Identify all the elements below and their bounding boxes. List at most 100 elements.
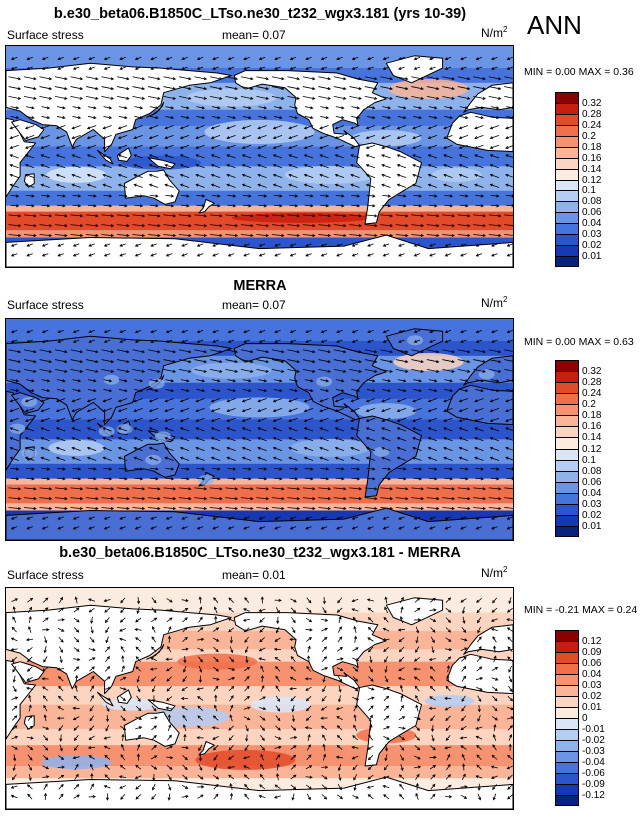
wind-stress-arrow <box>116 233 130 238</box>
wind-stress-arrow <box>489 427 500 432</box>
wind-stress-arrow <box>475 339 483 343</box>
wind-stress-arrow <box>318 233 332 238</box>
wind-stress-arrow <box>364 497 378 501</box>
wind-stress-arrow <box>445 685 451 692</box>
season-label: ANN <box>527 10 582 40</box>
wind-stress-arrow <box>490 116 500 120</box>
wind-stress-arrow <box>182 636 188 642</box>
wind-stress-arrow <box>505 164 513 168</box>
wind-stress-arrow <box>488 368 502 373</box>
wind-stress-arrow <box>41 106 51 110</box>
wind-stress-arrow <box>506 253 513 257</box>
wind-stress-arrow <box>26 56 33 61</box>
wind-stress-arrow <box>460 745 467 750</box>
colorbar-swatch: 0.06 <box>555 470 601 488</box>
wind-stress-arrow <box>473 86 486 91</box>
wind-stress-arrow <box>426 349 440 354</box>
wind-stress-arrow <box>477 705 481 713</box>
wind-stress-arrow <box>210 407 221 413</box>
wind-stress-arrow <box>149 204 159 208</box>
wind-stress-arrow <box>275 754 281 761</box>
wind-stress-arrow <box>40 456 50 461</box>
wind-stress-arrow <box>305 253 312 257</box>
colorbar-tick-label: 0.18 <box>582 410 602 422</box>
wind-stress-arrow <box>336 734 343 741</box>
colorbar-swatch: 0.32 <box>555 92 601 109</box>
wind-stress-arrow <box>39 76 53 81</box>
wind-stress-arrow <box>260 596 264 604</box>
wind-stress-arrow <box>474 134 484 140</box>
colorbar-tick-label: 0.24 <box>582 119 602 131</box>
wind-stress-arrow <box>85 497 99 501</box>
wind-stress-arrow <box>352 696 359 701</box>
wind-stress-arrow <box>179 417 190 422</box>
wind-stress-arrow <box>459 116 469 120</box>
wind-stress-arrow <box>442 214 456 218</box>
wind-stress-arrow <box>181 608 189 612</box>
wind-stress-arrow <box>460 647 468 651</box>
wind-stress-arrow <box>351 477 361 481</box>
wind-stress-arrow <box>56 667 65 671</box>
wind-stress-arrow <box>271 349 285 354</box>
wind-stress-arrow <box>178 214 192 218</box>
wind-stress-arrow <box>369 655 373 664</box>
wind-stress-arrow <box>213 666 219 672</box>
wind-stress-arrow <box>411 359 424 364</box>
wind-stress-arrow <box>413 477 423 481</box>
wind-stress-arrow <box>351 608 359 612</box>
wind-stress-arrow <box>507 696 513 702</box>
colorbar-tick-label: 0.24 <box>582 388 602 400</box>
wind-stress-arrow <box>414 607 421 613</box>
wind-stress-arrow <box>104 754 111 760</box>
wind-stress-arrow <box>489 407 500 413</box>
wind-stress-arrow <box>258 194 268 198</box>
wind-stress-arrow <box>256 487 270 491</box>
wind-stress-arrow <box>229 714 233 722</box>
wind-stress-arrow <box>291 793 295 801</box>
wind-stress-arrow <box>353 704 358 712</box>
wind-stress-arrow <box>178 497 192 501</box>
wind-stress-arrow <box>290 736 298 740</box>
wind-stress-arrow <box>475 726 483 730</box>
wind-stress-arrow <box>119 329 126 334</box>
wind-stress-arrow <box>9 154 19 159</box>
wind-stress-arrow <box>27 656 33 663</box>
land-roughness-patch <box>407 335 424 346</box>
wind-stress-arrow <box>288 125 298 130</box>
wind-stress-arrow <box>228 774 235 780</box>
wind-stress-arrow <box>26 329 33 334</box>
wind-stress-arrow <box>473 487 487 491</box>
wind-stress-arrow <box>504 487 513 490</box>
stress-band <box>6 205 513 212</box>
wind-stress-arrow <box>508 734 513 741</box>
wind-stress-arrow <box>11 735 19 740</box>
wind-stress-arrow <box>57 526 64 530</box>
wind-stress-arrow <box>259 627 265 633</box>
wind-stress-arrow <box>289 526 297 530</box>
wind-stress-arrow <box>89 675 95 682</box>
wind-stress-arrow <box>336 339 343 343</box>
wind-stress-arrow <box>57 339 64 343</box>
wind-stress-arrow <box>73 695 79 702</box>
wind-stress-arrow <box>182 714 188 721</box>
wind-stress-arrow <box>458 437 469 442</box>
wind-stress-arrow <box>70 487 84 491</box>
wind-stress-arrow <box>430 783 436 790</box>
wind-stress-arrow <box>319 125 329 130</box>
wind-stress-arrow <box>257 437 267 442</box>
wind-stress-arrow <box>56 116 66 120</box>
wind-stress-arrow <box>287 487 301 491</box>
wind-stress-arrow <box>352 794 359 799</box>
wind-stress-arrow <box>477 626 481 634</box>
wind-stress-arrow <box>104 774 110 780</box>
wind-stress-arrow <box>257 183 267 188</box>
panel-3-mean: mean= 0.01 <box>222 568 286 582</box>
wind-stress-arrow <box>260 734 265 742</box>
wind-stress-arrow <box>241 125 252 130</box>
wind-stress-arrow <box>71 427 81 432</box>
wind-stress-arrow <box>398 56 405 61</box>
wind-stress-arrow <box>242 467 252 471</box>
wind-stress-arrow <box>164 427 174 432</box>
wind-stress-arrow <box>321 784 328 790</box>
land-outline <box>11 661 45 683</box>
